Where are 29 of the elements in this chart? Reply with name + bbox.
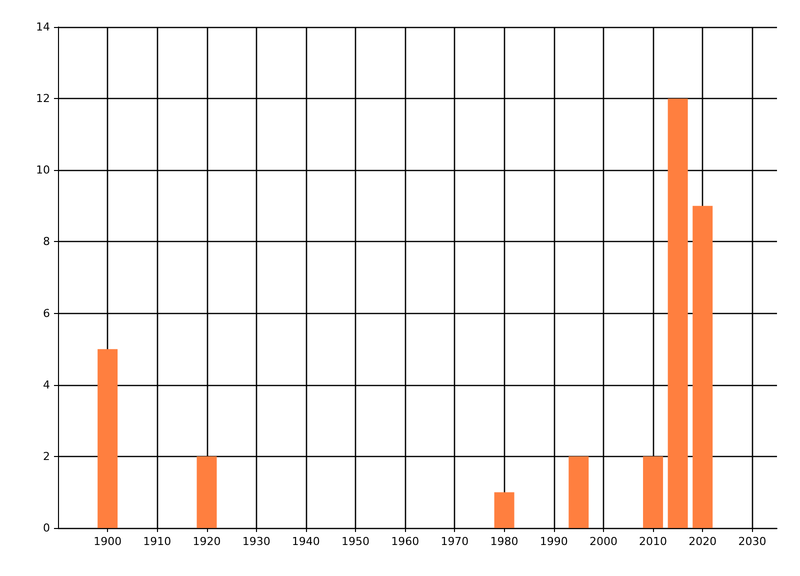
- y-tick-label: 2: [43, 450, 50, 463]
- y-tick-label: 12: [36, 92, 50, 106]
- bar: [98, 349, 118, 528]
- x-tick-label: 1980: [490, 535, 518, 548]
- x-tick-label: 1920: [192, 535, 221, 548]
- x-tick-label: 2030: [738, 535, 766, 548]
- x-tick-label: 1960: [391, 535, 420, 548]
- x-tick-label: 1930: [242, 535, 270, 548]
- y-tick-label: 6: [43, 306, 50, 320]
- x-tick-label: 2010: [639, 535, 668, 548]
- x-tick-label: 1900: [94, 535, 122, 548]
- bar: [494, 492, 514, 528]
- y-tick-label: 8: [43, 235, 50, 248]
- y-tick-label: 0: [43, 522, 50, 534]
- x-tick-label: 1970: [440, 535, 469, 548]
- y-tick-label: 4: [43, 378, 50, 392]
- x-tick-label: 1940: [292, 535, 320, 548]
- x-tick-label: 1990: [540, 535, 568, 548]
- bar: [668, 98, 688, 528]
- x-tick-label: 1910: [143, 535, 172, 548]
- bar: [643, 456, 664, 528]
- y-tick-label: 10: [36, 164, 50, 177]
- x-tick-label: 2020: [688, 535, 717, 548]
- x-tick-label: 1950: [342, 535, 370, 548]
- bar: [196, 456, 217, 528]
- y-tick-label: 14: [36, 20, 50, 34]
- bar: [568, 456, 589, 528]
- x-tick-label: 2000: [589, 535, 618, 548]
- bar: [692, 206, 713, 528]
